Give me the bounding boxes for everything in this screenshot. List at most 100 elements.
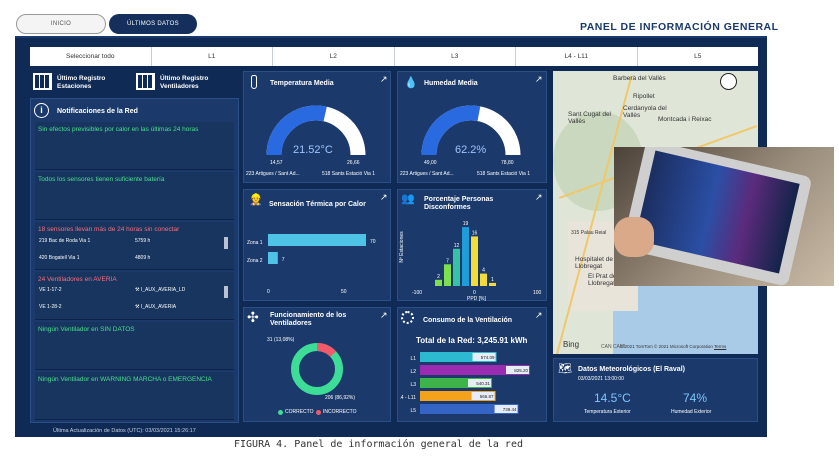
sensor-hours: 5759 h: [135, 238, 151, 244]
external-link-icon[interactable]: ↗: [380, 310, 388, 320]
notification-averia: 24 Ventiladores en AVERIA VE 1-17-2 ⚒ I_…: [35, 272, 234, 320]
gauge-fill: [266, 105, 327, 156]
notification-sin-datos: Ningún Ventilador en SIN DATOS: [35, 322, 234, 370]
heat-bar: [268, 252, 278, 264]
hand: [614, 217, 654, 257]
map-label: Hospitalet de Llobregat: [575, 256, 613, 270]
ppd-bar-label: 2: [437, 274, 440, 280]
filter-all[interactable]: Seleccionar todo: [30, 47, 152, 66]
map-label: CAN CAMI: [601, 344, 626, 350]
consumption-value-label: 739.44: [503, 407, 517, 412]
consumption-value-box: [471, 392, 495, 400]
fan-icon: ✣: [247, 309, 259, 325]
ppd-bar-label: 12: [454, 243, 460, 249]
weather-humidity: 74%: [683, 391, 708, 405]
humidity-max: 78,80: [501, 160, 514, 166]
filter-l1[interactable]: L1: [152, 47, 273, 66]
scrollbar[interactable]: [224, 237, 228, 249]
ppd-bar-label: 7: [446, 258, 449, 264]
registro-ventiladores-button[interactable]: Último Registro Ventiladores: [160, 75, 209, 90]
fan-row: VE 1-17-2: [39, 287, 62, 293]
map-label: Cerdanyola del Vallès: [623, 105, 667, 119]
consumption-value-label: 566.87: [480, 394, 494, 399]
consumption-value-label: 540.31: [476, 381, 490, 386]
filter-l4-l11[interactable]: L4 - L11: [516, 47, 638, 66]
filter-l2[interactable]: L2: [273, 47, 395, 66]
ppd-bar-label: 1: [491, 277, 494, 283]
scrollbar[interactable]: [224, 286, 228, 298]
temperature-max-station: 518 Sants Estació Via 1: [322, 171, 375, 177]
notification-text: 24 Ventiladores en AVERIA: [38, 276, 117, 283]
temperature-card: [243, 71, 391, 183]
heat-sensation-title: Sensación Térmica por Calor: [269, 201, 366, 208]
map-label: Sant Cugat del Vallès: [568, 111, 612, 125]
fans-card: [243, 307, 391, 422]
weather-title: Datos Meteorológicos (El Raval): [578, 366, 685, 373]
humidity-title: Humedad Media: [424, 80, 478, 87]
zone-label: Zona 2: [247, 258, 263, 264]
table-icon[interactable]: [136, 73, 155, 90]
external-link-icon[interactable]: ↗: [380, 192, 388, 202]
temperature-gauge: [266, 105, 366, 156]
tab-inicio[interactable]: INICIO: [16, 14, 106, 34]
bing-logo: Bing: [563, 340, 580, 349]
consumption-value-box: [472, 353, 496, 361]
registro-estaciones-button[interactable]: Último Registro Estaciones: [57, 75, 106, 90]
consumption-chart: L1 574.09 L2 825.20 L3 540.31 L4 - L11 566.87 L5…: [400, 352, 530, 414]
tablet-screen: [634, 150, 800, 274]
ppd-bar: [453, 248, 460, 286]
consumption-value-box: [506, 366, 529, 374]
external-link-icon[interactable]: ↗: [380, 74, 388, 84]
temperature-min-station: 223 Artigues / Sant Ad...: [246, 171, 300, 177]
map-label: Montcada i Reixac: [658, 116, 712, 123]
weather-temp: 14.5°C: [594, 391, 631, 405]
external-link-icon[interactable]: ↗: [535, 310, 543, 320]
humidity-value: 62.2%: [455, 144, 487, 156]
ppd-bar: [471, 236, 478, 286]
notification-bateria: Todos los sensores tienen suficiente bat…: [35, 172, 234, 220]
ppd-y-axis-label: Nº Estaciones: [399, 231, 405, 263]
consumption-bar: [420, 352, 497, 362]
tablet-device: [621, 147, 813, 286]
consumption-line-label: L2: [410, 369, 416, 375]
consumption-bar: [420, 391, 496, 401]
notification-text: Todos los sensores tienen suficiente bat…: [38, 176, 165, 183]
map-pin-icon: 🗺: [558, 363, 572, 375]
map-label: El Prat de Llobregat: [588, 273, 617, 287]
zone-label: Zona 1: [247, 240, 263, 246]
heat-bar-label: 70: [370, 239, 376, 245]
gear-icon: [401, 311, 414, 324]
correct-count: 206 (86,92%): [325, 395, 356, 401]
axis-tick: 0: [473, 290, 476, 296]
legend-correct: CORRECTO: [285, 409, 314, 415]
last-update: Última Actualización de Datos (UTC): 03/…: [53, 428, 196, 434]
consumption-title: Consumo de la Ventilación: [423, 317, 513, 324]
external-link-icon[interactable]: ↗: [535, 192, 543, 202]
thermometer-icon: [251, 75, 257, 89]
gauge-fill: [421, 105, 481, 156]
tab-ultimos-datos[interactable]: ÚLTIMOS DATOS: [109, 14, 197, 34]
fans-title: Funcionamiento de los Ventiladores: [270, 312, 347, 327]
humidity-min: 49,00: [424, 160, 437, 166]
axis-tick: 50: [341, 289, 347, 295]
table-icon[interactable]: [33, 73, 52, 90]
external-link-icon[interactable]: ↗: [535, 74, 543, 84]
map-label: Ripollet: [633, 93, 655, 100]
map-select-icon[interactable]: [720, 73, 737, 90]
ppd-bar: [480, 273, 487, 286]
heat-bar-label: 7: [282, 257, 285, 263]
temperature-min: 14,57: [270, 160, 283, 166]
info-icon: i: [34, 103, 49, 118]
ppd-title: Porcentaje Personas Disconformes: [424, 196, 494, 211]
filter-l5[interactable]: L5: [694, 53, 702, 60]
consumption-bar: [420, 365, 530, 375]
humidity-gauge: [421, 105, 521, 156]
weather-temp-label: Temperatura Exterior: [584, 409, 631, 415]
weather-date: 03/03/2021 13:00:00: [578, 376, 624, 382]
ppd-bar: [444, 264, 451, 286]
notification-calor: Sin efectos previsibles por calor en las…: [35, 122, 234, 170]
filter-l3[interactable]: L3: [395, 47, 516, 66]
map-label: 315 Palau Reial: [571, 230, 607, 236]
heat-sensation-chart: 70 7: [268, 234, 376, 264]
